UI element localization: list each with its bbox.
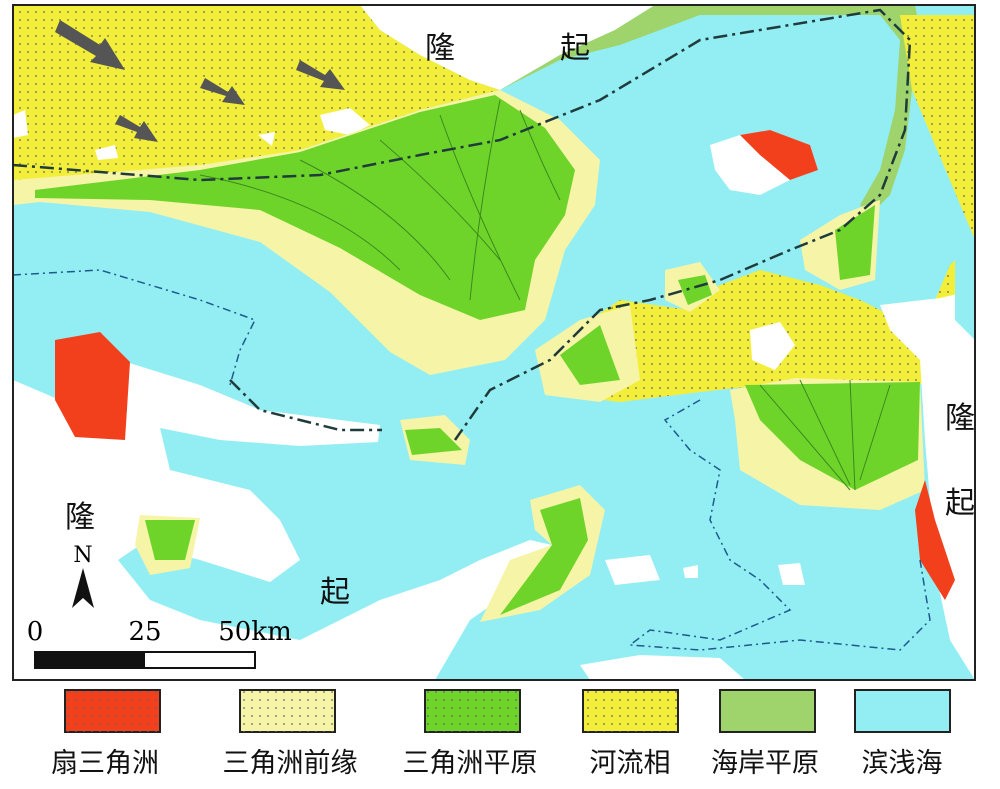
uplift-label: 起 — [560, 31, 590, 66]
scale-label: 50km — [218, 617, 292, 647]
legend-label: 河流相 — [590, 748, 671, 779]
map-area — [13, 5, 975, 680]
legend-pattern — [583, 690, 678, 732]
uplift-label: 隆 — [425, 31, 455, 66]
legend: 扇三角洲 三角洲前缘 三角洲平原 河流相 海岸平原 滨浅海 — [51, 689, 951, 779]
scale-label: 0 — [27, 617, 44, 647]
north-arrow — [72, 568, 94, 608]
uplift-label: 隆 — [945, 401, 975, 436]
legend-swatch — [854, 689, 951, 733]
scale-label: 25 — [128, 617, 161, 647]
uplift-label: 起 — [945, 486, 975, 521]
uplift-label: 隆 — [65, 500, 95, 535]
legend-label: 三角洲平原 — [403, 748, 538, 779]
north-label: N — [73, 543, 92, 568]
legend-swatch — [719, 689, 816, 733]
legend-pattern — [65, 690, 160, 732]
legend-label: 海岸平原 — [711, 748, 819, 779]
scale-bar-fill — [35, 652, 145, 668]
legend-pattern — [240, 690, 335, 732]
legend-label: 扇三角洲 — [51, 748, 159, 779]
uplift-label: 起 — [320, 575, 350, 610]
legend-label: 滨浅海 — [862, 748, 943, 779]
legend-pattern — [425, 690, 520, 732]
map-frame — [12, 4, 976, 681]
legend-label: 三角洲前缘 — [223, 748, 358, 779]
